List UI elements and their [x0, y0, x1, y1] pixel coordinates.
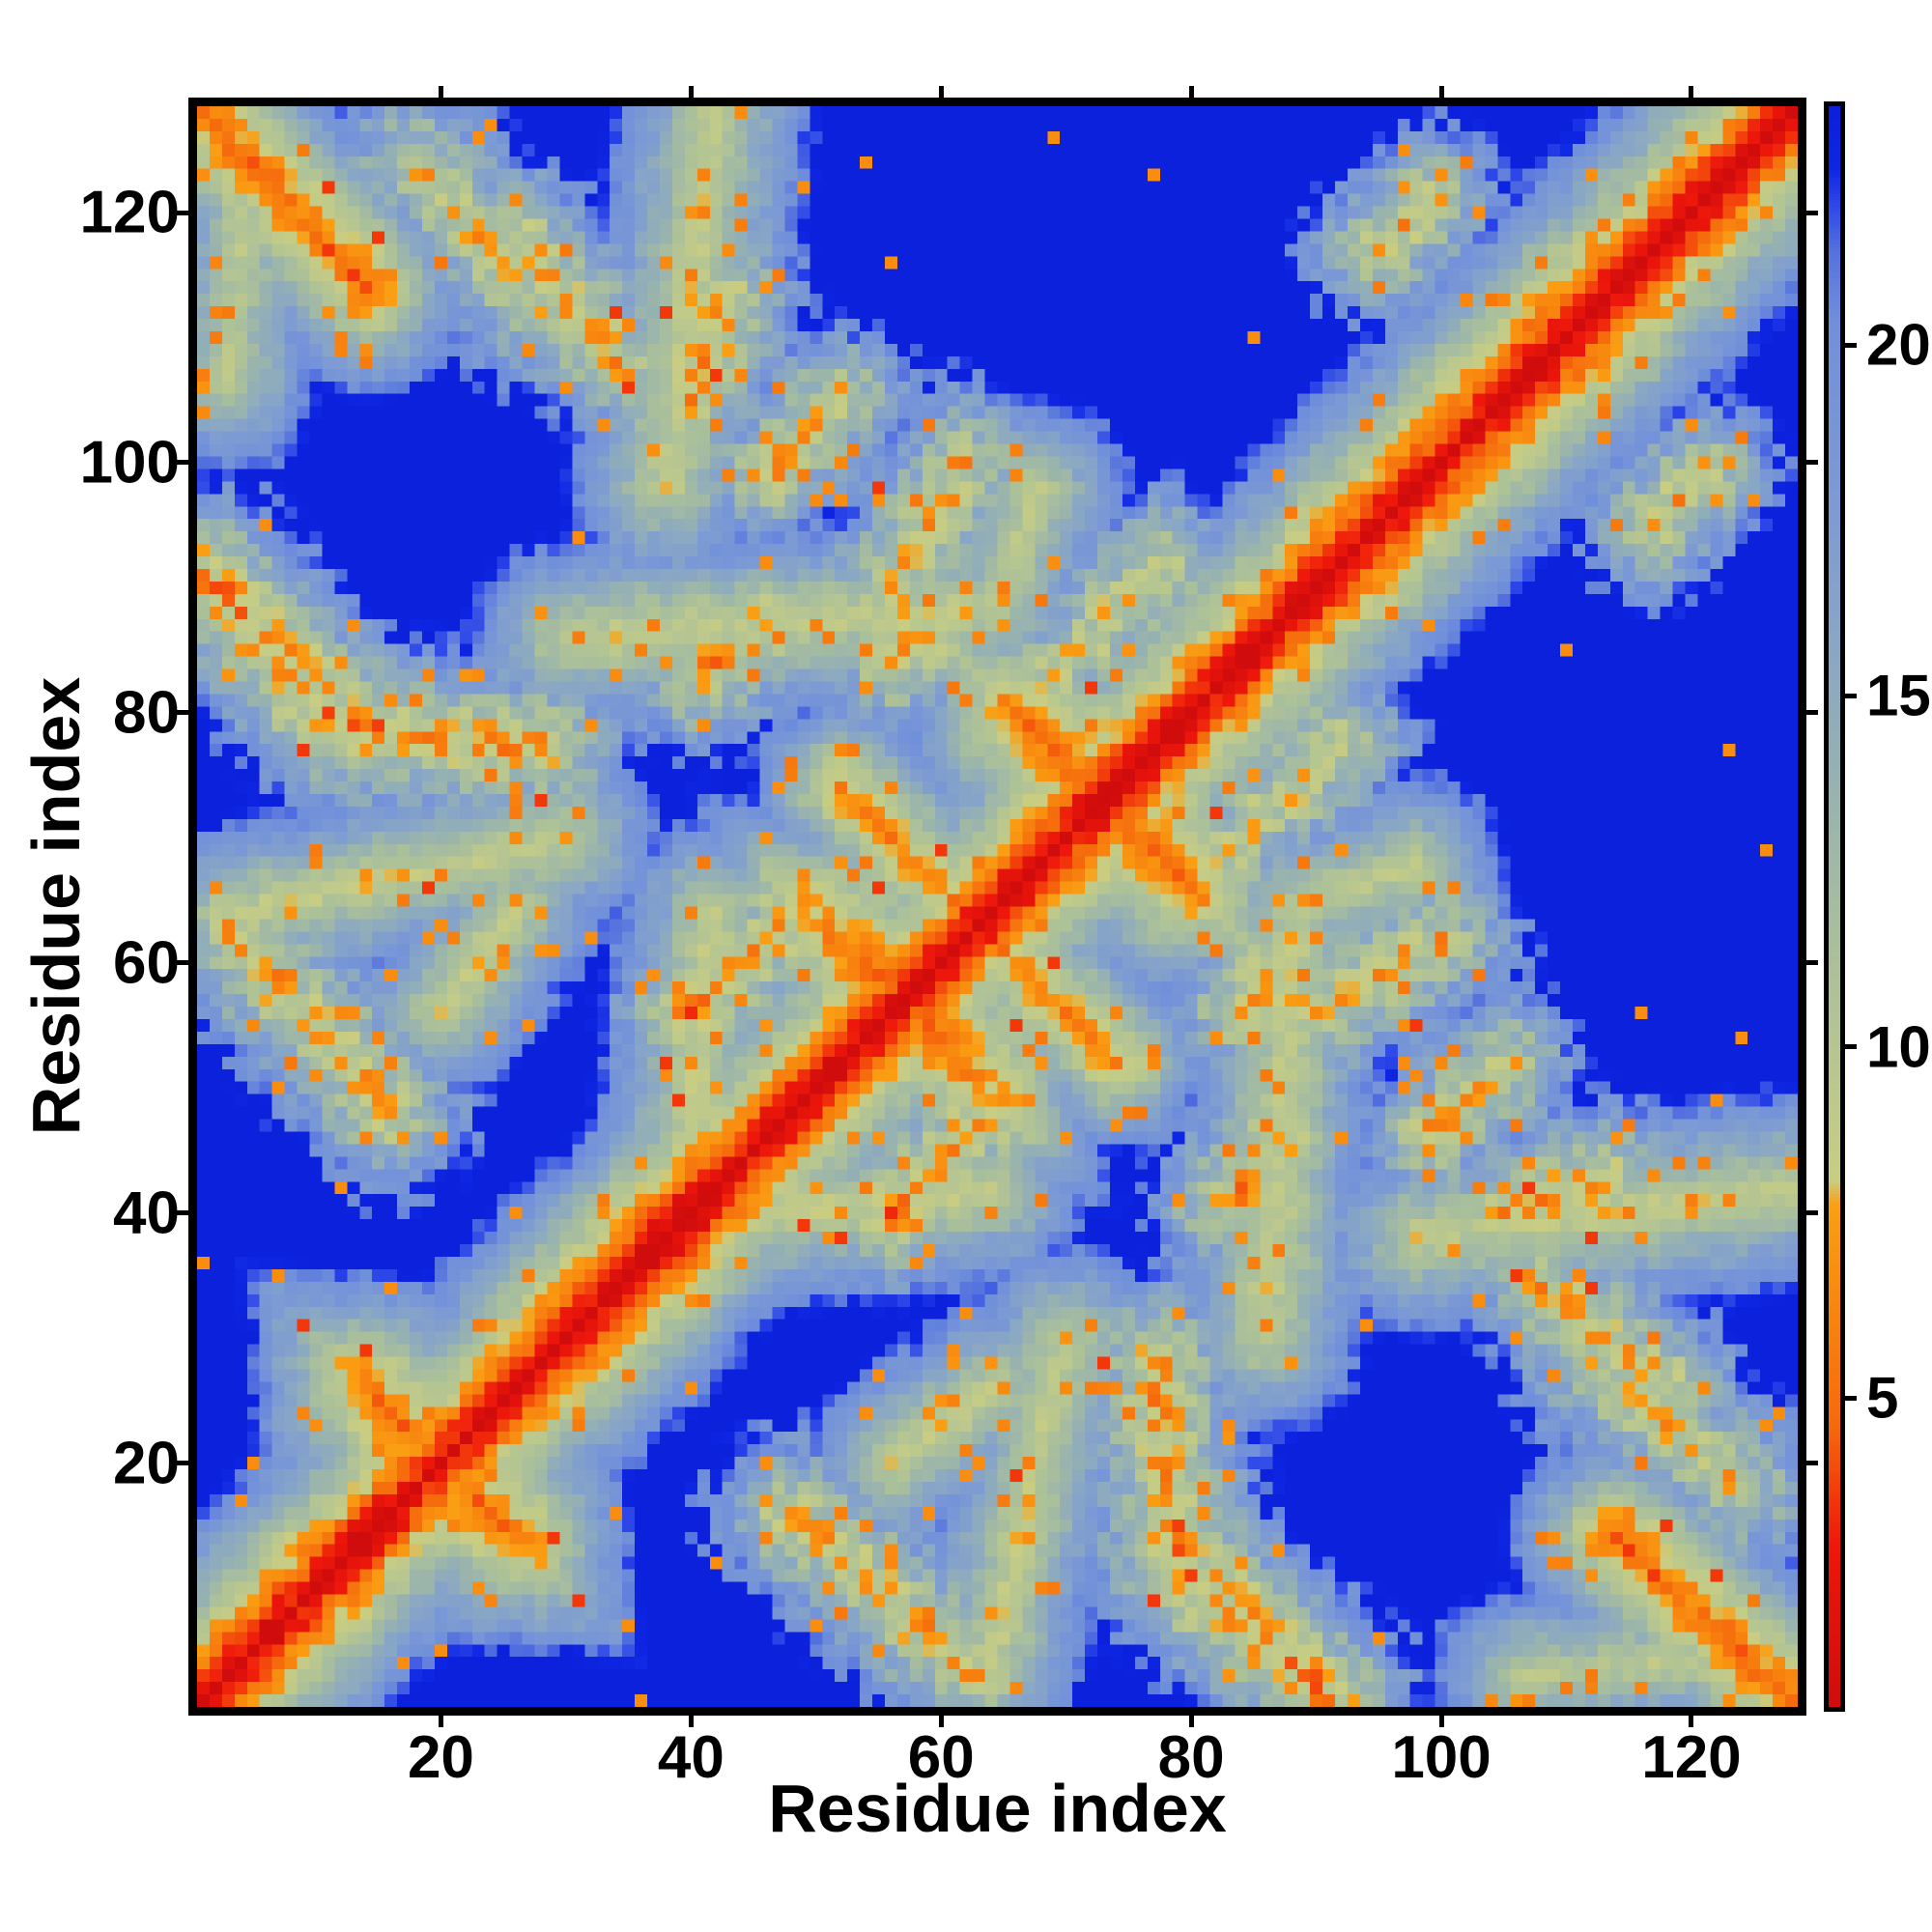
x-tick-label: 20 — [407, 1724, 474, 1791]
colorbar-tick-label: 15 — [1866, 663, 1931, 728]
colorbar-tick-mark — [1843, 1044, 1857, 1050]
y-tick-label: 40 — [113, 1179, 180, 1247]
y-tick-mark — [177, 1210, 188, 1216]
y-tick-mark-right — [1806, 960, 1818, 966]
x-tick-label: 40 — [657, 1724, 724, 1791]
x-tick-label: 120 — [1641, 1724, 1742, 1791]
colorbar-frame — [1824, 101, 1845, 1712]
x-tick-mark-top — [1438, 86, 1444, 98]
y-tick-mark-right — [1806, 210, 1818, 215]
x-tick-mark-top — [688, 86, 694, 98]
colorbar-tick-label: 20 — [1866, 312, 1931, 378]
colorbar-gradient — [1829, 106, 1840, 1707]
x-tick-mark — [938, 1716, 944, 1727]
colorbar-tick-mark — [1843, 693, 1857, 698]
y-tick-mark-right — [1806, 710, 1818, 716]
y-tick-mark — [177, 460, 188, 466]
x-tick-mark-top — [1188, 86, 1194, 98]
y-tick-label: 100 — [79, 429, 180, 497]
y-tick-mark — [177, 960, 188, 966]
x-tick-mark — [1438, 1716, 1444, 1727]
x-tick-mark — [1188, 1716, 1194, 1727]
colorbar-tick-label: 5 — [1866, 1365, 1899, 1431]
colorbar-tick-label: 10 — [1866, 1014, 1931, 1080]
y-tick-mark — [177, 210, 188, 215]
x-tick-mark — [438, 1716, 443, 1727]
y-tick-label: 80 — [113, 679, 180, 747]
x-tick-label: 100 — [1391, 1724, 1492, 1791]
x-tick-mark-top — [1689, 86, 1694, 98]
colorbar-tick-mark — [1843, 1395, 1857, 1401]
y-tick-label: 120 — [79, 179, 180, 246]
x-tick-mark — [688, 1716, 694, 1727]
colorbar-tick-mark — [1843, 342, 1857, 348]
y-tick-mark-right — [1806, 1461, 1818, 1466]
x-tick-mark-top — [438, 86, 443, 98]
distance-map-heatmap — [197, 106, 1798, 1707]
x-tick-mark-top — [938, 86, 944, 98]
y-tick-mark-right — [1806, 1210, 1818, 1216]
y-tick-mark — [177, 710, 188, 716]
y-tick-mark — [177, 1461, 188, 1466]
x-tick-label: 60 — [907, 1724, 975, 1791]
x-tick-label: 80 — [1157, 1724, 1225, 1791]
y-tick-label: 20 — [113, 1430, 180, 1497]
y-tick-label: 60 — [113, 929, 180, 997]
x-axis-title: Residue index — [768, 1771, 1227, 1846]
x-tick-mark — [1689, 1716, 1694, 1727]
y-tick-mark-right — [1806, 460, 1818, 466]
